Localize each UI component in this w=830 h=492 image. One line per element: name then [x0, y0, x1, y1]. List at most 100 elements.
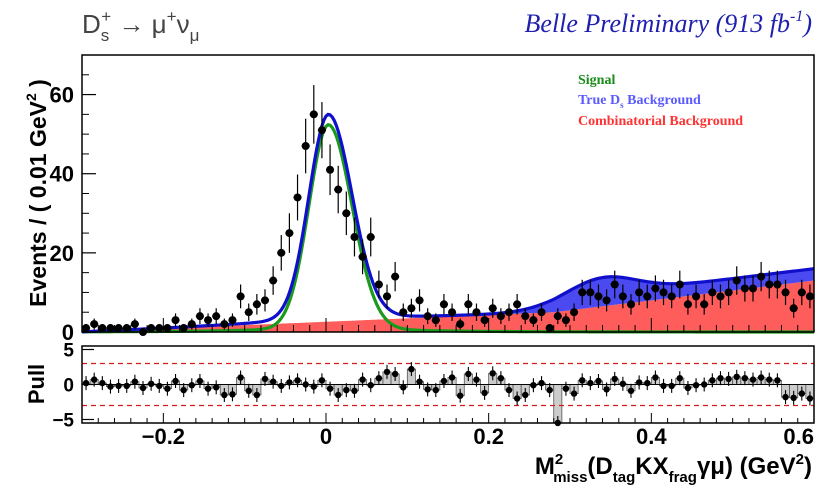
chart-title-sup: -1: [790, 8, 803, 25]
x-axis-label: M2 miss(DtagKXfragγμ) (GeV2): [535, 451, 812, 486]
pull-point-marker: [652, 374, 659, 381]
pull-point-marker: [294, 377, 301, 384]
decay-nu-sub: μ: [190, 26, 200, 45]
data-point: [570, 303, 579, 321]
pull-point-marker: [774, 377, 781, 384]
pull-point-marker: [302, 381, 309, 388]
pull-point-marker: [457, 392, 464, 399]
legend-true-ds-sub: s: [620, 100, 624, 110]
pull-point-marker: [684, 384, 692, 392]
data-point: [504, 303, 514, 321]
pull-point-marker: [424, 386, 431, 393]
data-point-marker: [163, 324, 172, 333]
data-point-marker: [561, 316, 570, 325]
pull-point-marker: [587, 379, 594, 387]
legend: Signal True Ds Background Combinatorial …: [578, 73, 743, 129]
data-point-marker: [220, 320, 229, 329]
y-axis-label-end: ): [25, 79, 51, 93]
pull-point: [457, 388, 464, 403]
data-point: [757, 261, 766, 292]
data-point: [773, 270, 782, 299]
data-point-marker: [204, 316, 213, 325]
x-axis-label-end: ): [804, 453, 812, 480]
data-point-marker: [675, 280, 684, 289]
pull-point: [530, 378, 537, 393]
pull-point: [278, 378, 285, 393]
data-point: [586, 279, 595, 306]
pull-point: [701, 377, 708, 392]
pull-point: [725, 371, 732, 386]
pull-point: [156, 378, 163, 393]
data-point: [667, 284, 676, 309]
pull-point: [286, 375, 293, 390]
data-point-marker: [147, 324, 156, 333]
data-point-marker: [439, 300, 448, 309]
pull-point: [99, 376, 106, 391]
data-point: [692, 284, 701, 309]
pull-panel: −5 0 5 −0.2 0 0.2 0.4 0.6: [52, 341, 815, 449]
pull-point-marker: [261, 375, 269, 383]
data-point: [732, 266, 741, 295]
pull-point-marker: [668, 382, 675, 390]
data-point-marker: [683, 300, 692, 309]
true-ds-fill: [82, 268, 814, 332]
pull-point-marker: [196, 377, 204, 385]
pull-point: [172, 374, 179, 388]
data-point: [236, 284, 245, 309]
data-point: [187, 318, 196, 330]
chart-title-close: ): [801, 9, 812, 38]
data-point: [391, 261, 400, 292]
data-point: [415, 289, 424, 312]
pull-point-marker: [416, 378, 423, 385]
pull-point: [204, 381, 212, 396]
data-point: [602, 289, 611, 312]
main-fit-fills: [82, 268, 814, 332]
legend-true-ds: True Ds Background: [578, 93, 701, 110]
data-point: [285, 213, 294, 253]
pull-point-marker: [221, 391, 228, 399]
data-point-marker: [602, 296, 611, 305]
pull-point-marker: [701, 381, 708, 388]
pull-point-marker: [481, 389, 488, 397]
pull-point-marker: [343, 386, 350, 394]
pull-point: [302, 377, 309, 392]
data-point-marker: [651, 284, 660, 293]
legend-combinatorial: Combinatorial Background: [578, 114, 743, 129]
data-point-marker: [610, 280, 619, 289]
data-point-marker: [358, 252, 367, 261]
data-point-marker: [708, 288, 717, 297]
x-tick-label: 0.2: [473, 424, 504, 449]
data-point: [740, 275, 749, 302]
data-point: [342, 191, 351, 236]
data-point: [252, 294, 261, 315]
data-point: [683, 294, 692, 315]
data-point: [171, 313, 180, 327]
pull-point: [359, 372, 366, 387]
data-point: [659, 279, 668, 306]
pull-point: [570, 386, 578, 401]
main-data-points: [82, 85, 814, 336]
pull-point-marker: [107, 383, 114, 390]
data-point-marker: [781, 288, 790, 297]
pull-point: [473, 372, 480, 387]
pull-point: [245, 383, 252, 398]
data-point-marker: [285, 229, 294, 238]
data-point-marker: [212, 312, 221, 321]
pull-point-marker: [172, 377, 179, 385]
pull-point-marker: [91, 376, 98, 383]
pull-point-marker: [733, 373, 740, 380]
decay-label: Ds+ → μ+νμ: [82, 7, 199, 45]
pull-point-marker: [635, 379, 643, 386]
x-axis-label-mid: KX: [635, 453, 668, 480]
data-point-marker: [179, 324, 188, 333]
data-point-marker: [269, 276, 278, 285]
data-point: [513, 294, 522, 315]
pull-point: [595, 374, 602, 388]
pull-point-marker: [408, 365, 415, 373]
pull-point-marker: [229, 391, 236, 398]
pull-point-marker: [709, 377, 716, 384]
pull-point-marker: [595, 377, 602, 385]
pull-point: [652, 370, 659, 385]
data-point: [789, 298, 798, 318]
